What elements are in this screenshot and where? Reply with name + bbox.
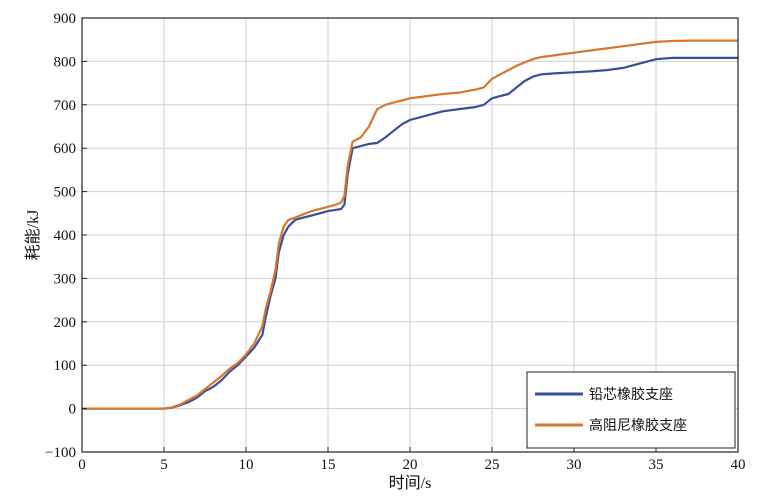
y-tick-label: 600 <box>54 141 77 157</box>
x-axis-title: 时间/s <box>389 474 432 492</box>
legend-label-high-damping: 高阻尼橡胶支座 <box>589 417 687 434</box>
x-tick-label: 10 <box>239 457 254 473</box>
x-tick-label: 35 <box>649 457 664 473</box>
x-tick-label: 20 <box>403 457 418 473</box>
legend-box <box>526 371 736 449</box>
y-tick-label: 400 <box>54 228 77 244</box>
legend-label-lead-rubber: 铅芯橡胶支座 <box>589 386 673 403</box>
x-tick-label: 25 <box>485 457 500 473</box>
series-line-0 <box>82 56 738 410</box>
series-layer <box>82 39 738 410</box>
y-tick-label: −100 <box>45 445 76 461</box>
y-tick-label: 800 <box>54 54 77 70</box>
series-line-1 <box>82 39 738 410</box>
x-tick-label: 40 <box>731 457 746 473</box>
y-axis-title: 耗能/kJ <box>24 210 42 261</box>
tick-layer: 0 5 10 15 20 25 30 35 40−10001002003004005006007… <box>45 11 745 473</box>
y-tick-label: 900 <box>54 11 77 27</box>
grid-layer <box>82 18 738 452</box>
y-tick-label: 300 <box>54 271 77 287</box>
x-tick-label: 30 <box>567 457 582 473</box>
x-tick-label: 0 <box>78 457 86 473</box>
y-tick-label: 100 <box>54 358 77 374</box>
y-tick-label: 500 <box>54 185 77 201</box>
legend: 铅芯橡胶支座 高阻尼橡胶支座 <box>526 371 736 449</box>
x-tick-label: 5 <box>160 457 168 473</box>
y-tick-label: 700 <box>54 98 77 114</box>
x-tick-label: 15 <box>321 457 336 473</box>
y-tick-label: 0 <box>69 402 77 418</box>
y-tick-label: 200 <box>54 315 77 331</box>
